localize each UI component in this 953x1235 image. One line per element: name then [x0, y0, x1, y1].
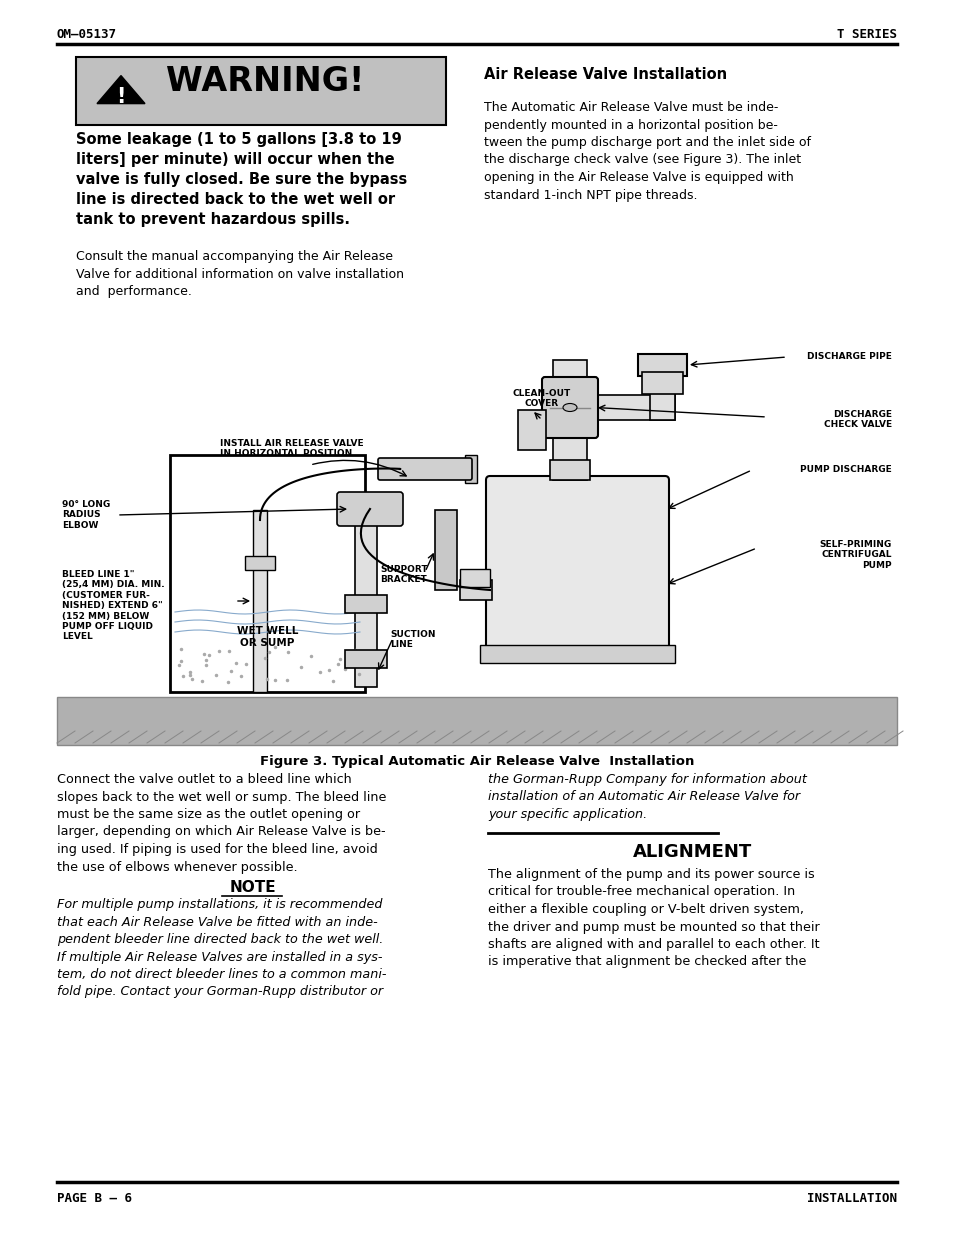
Text: the Gorman-Rupp Company for information about
installation of an Automatic Air R: the Gorman-Rupp Company for information …	[488, 773, 806, 821]
FancyBboxPatch shape	[649, 358, 675, 420]
Ellipse shape	[562, 404, 577, 411]
FancyBboxPatch shape	[345, 650, 387, 668]
Text: 90° LONG
RADIUS
ELBOW: 90° LONG RADIUS ELBOW	[62, 500, 111, 530]
FancyBboxPatch shape	[517, 410, 545, 450]
Text: The Automatic Air Release Valve must be inde-
pendently mounted in a horizontal : The Automatic Air Release Valve must be …	[483, 101, 810, 201]
Text: For multiple pump installations, it is recommended
that each Air Release Valve b: For multiple pump installations, it is r…	[57, 898, 386, 999]
Text: WET WELL
OR SUMP: WET WELL OR SUMP	[236, 626, 298, 648]
FancyBboxPatch shape	[435, 510, 456, 590]
FancyBboxPatch shape	[355, 522, 376, 687]
FancyBboxPatch shape	[253, 510, 267, 692]
FancyBboxPatch shape	[550, 459, 589, 480]
Text: INSTALL AIR RELEASE VALVE
IN HORIZONTAL POSITION: INSTALL AIR RELEASE VALVE IN HORIZONTAL …	[220, 438, 363, 458]
FancyBboxPatch shape	[485, 475, 668, 650]
Text: Connect the valve outlet to a bleed line which
slopes back to the wet well or su: Connect the valve outlet to a bleed line…	[57, 773, 386, 873]
Text: PUMP DISCHARGE: PUMP DISCHARGE	[800, 466, 891, 474]
FancyBboxPatch shape	[57, 310, 896, 745]
Text: Consult the manual accompanying the Air Release
Valve for additional information: Consult the manual accompanying the Air …	[76, 249, 403, 298]
FancyBboxPatch shape	[459, 580, 492, 600]
FancyBboxPatch shape	[170, 454, 365, 692]
FancyBboxPatch shape	[377, 458, 472, 480]
Text: Some leakage (1 to 5 gallons [3.8 to 19
liters] per minute) will occur when the
: Some leakage (1 to 5 gallons [3.8 to 19 …	[76, 132, 407, 227]
Polygon shape	[97, 75, 145, 104]
Text: SELF-PRIMING
CENTRIFUGAL
PUMP: SELF-PRIMING CENTRIFUGAL PUMP	[819, 540, 891, 569]
Text: Air Release Valve Installation: Air Release Valve Installation	[483, 67, 726, 82]
Text: ALIGNMENT: ALIGNMENT	[632, 844, 751, 861]
Text: !: !	[116, 86, 126, 107]
FancyBboxPatch shape	[553, 359, 586, 480]
Text: CLEAN-OUT
COVER: CLEAN-OUT COVER	[513, 389, 571, 408]
FancyBboxPatch shape	[638, 354, 686, 375]
Text: SUPPORT
BRACKET: SUPPORT BRACKET	[379, 564, 427, 584]
Text: SUCTION
LINE: SUCTION LINE	[390, 630, 435, 650]
FancyBboxPatch shape	[336, 492, 402, 526]
FancyBboxPatch shape	[245, 556, 274, 571]
Text: INSTALLATION: INSTALLATION	[806, 1192, 896, 1205]
Text: BLEED LINE 1"
(25,4 MM) DIA. MIN.
(CUSTOMER FUR-
NISHED) EXTEND 6"
(152 MM) BELO: BLEED LINE 1" (25,4 MM) DIA. MIN. (CUSTO…	[62, 571, 165, 641]
Text: DISCHARGE PIPE: DISCHARGE PIPE	[806, 352, 891, 361]
Text: NOTE: NOTE	[229, 881, 275, 895]
Text: The alignment of the pump and its power source is
critical for trouble-free mech: The alignment of the pump and its power …	[488, 868, 819, 968]
FancyBboxPatch shape	[464, 454, 476, 483]
Text: DISCHARGE
CHECK VALVE: DISCHARGE CHECK VALVE	[823, 410, 891, 430]
FancyBboxPatch shape	[76, 57, 446, 125]
FancyBboxPatch shape	[172, 535, 363, 689]
Text: Figure 3. Typical Automatic Air Release Valve  Installation: Figure 3. Typical Automatic Air Release …	[259, 755, 694, 768]
FancyBboxPatch shape	[595, 395, 675, 420]
FancyBboxPatch shape	[345, 595, 387, 613]
FancyBboxPatch shape	[641, 372, 682, 394]
Text: WARNING!: WARNING!	[166, 65, 364, 98]
FancyBboxPatch shape	[459, 569, 490, 587]
FancyBboxPatch shape	[541, 377, 598, 438]
Text: T SERIES: T SERIES	[836, 28, 896, 41]
Text: OM–05137: OM–05137	[57, 28, 117, 41]
FancyBboxPatch shape	[479, 645, 675, 663]
FancyBboxPatch shape	[57, 697, 896, 745]
Text: PAGE B – 6: PAGE B – 6	[57, 1192, 132, 1205]
